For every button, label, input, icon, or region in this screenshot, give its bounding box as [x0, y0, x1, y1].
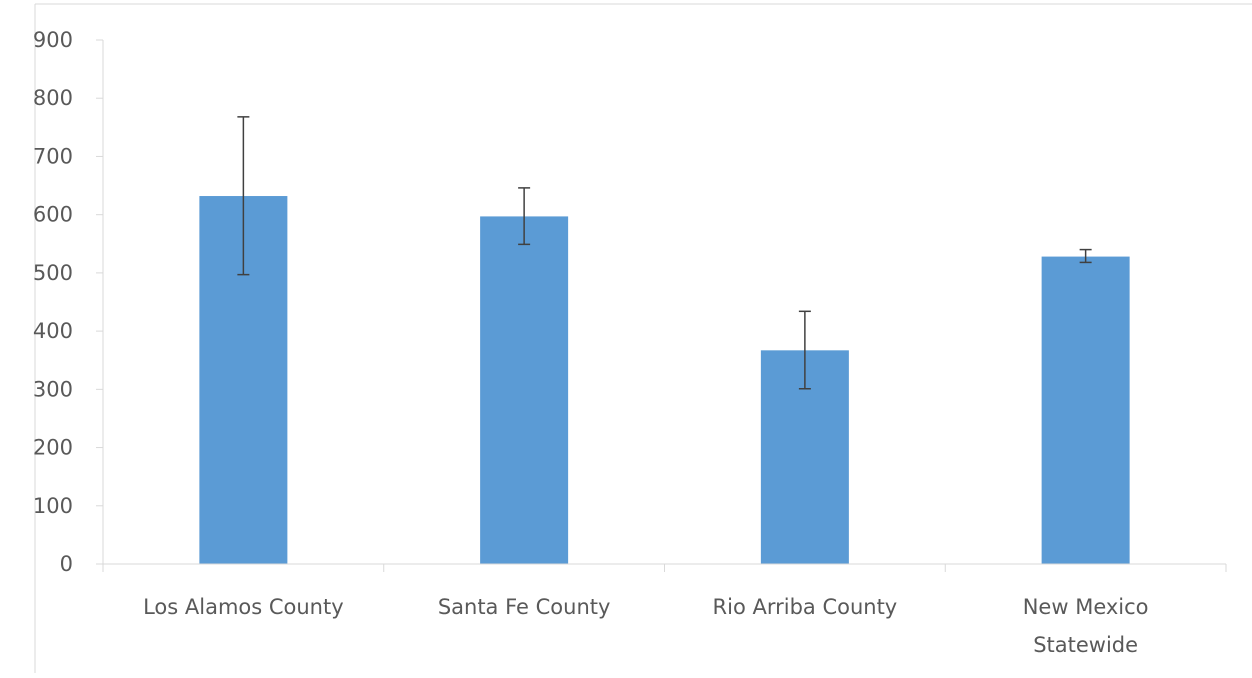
- y-axis: 0 100 200 300 400 500 600 700 800 900: [33, 28, 104, 576]
- y-tick-label: 700: [33, 144, 73, 168]
- y-tick-label: 500: [33, 261, 73, 285]
- y-tick-label: 400: [33, 319, 73, 343]
- x-category-label: Statewide: [1033, 633, 1138, 657]
- x-axis: Los Alamos County Santa Fe County Rio Arri…: [102, 563, 1227, 657]
- y-tick-label: 600: [33, 203, 73, 227]
- x-category-label: Santa Fe County: [438, 595, 611, 619]
- y-tick-label: 200: [33, 436, 73, 460]
- x-category-label: New Mexico: [1023, 595, 1149, 619]
- x-category-label: Rio Arriba County: [713, 595, 898, 619]
- y-tick-label: 0: [60, 552, 73, 576]
- y-tick-label: 100: [33, 494, 73, 518]
- y-tick-label: 900: [33, 28, 73, 52]
- y-tick-label: 800: [33, 86, 73, 110]
- bar: [480, 216, 569, 564]
- y-tick-label: 300: [33, 377, 73, 401]
- x-category-label: Los Alamos County: [143, 595, 344, 619]
- bar: [1041, 256, 1130, 564]
- bars: [199, 196, 1130, 564]
- error-bars: [237, 116, 1092, 390]
